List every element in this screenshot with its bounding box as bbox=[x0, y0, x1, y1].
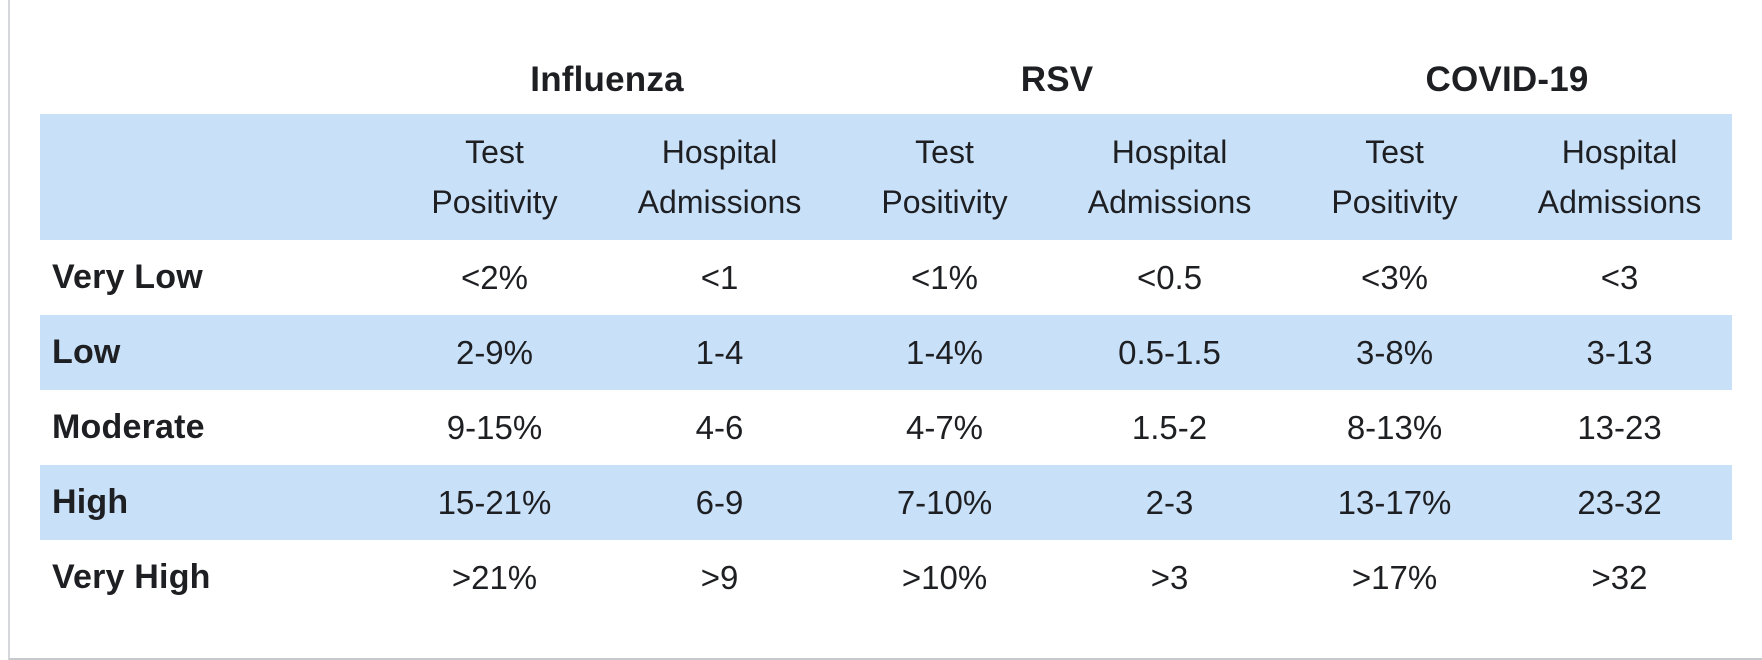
cell-value: 6-9 bbox=[695, 483, 744, 521]
group-header-covid19: COVID-19 bbox=[1282, 45, 1733, 114]
col-header-line: Hospital bbox=[661, 134, 778, 170]
cell-value: >17% bbox=[1351, 558, 1438, 596]
cell-value: 1-4 bbox=[695, 333, 744, 371]
cell-value: 9-15% bbox=[446, 408, 543, 446]
cell-value: >32 bbox=[1591, 558, 1648, 596]
group-header-influenza: Influenza bbox=[382, 45, 833, 114]
cell-value: 0.5-1.5 bbox=[1118, 333, 1221, 371]
activity-levels-table: Influenza RSV COVID-19 Test Positivity H… bbox=[40, 45, 1733, 615]
col-header-rsv-hospital-admissions: Hospital Admissions bbox=[1057, 114, 1283, 240]
table-row-high: High 15-21% 6-9 7-10% 2-3 13-17% 23-32 bbox=[40, 465, 1733, 540]
cell-value: 1-4% bbox=[905, 333, 984, 371]
col-header-line: Test bbox=[1365, 134, 1424, 170]
group-header-rsv: RSV bbox=[832, 45, 1283, 114]
cell-value: <1% bbox=[911, 258, 978, 296]
cell-value: 2-9% bbox=[455, 333, 534, 371]
cell-value: <1 bbox=[700, 258, 739, 296]
col-header-line: Hospital bbox=[1111, 134, 1228, 170]
table-row-very-high: Very High >21% >9 >10% >3 >17% >32 bbox=[40, 540, 1733, 615]
cell-value: 23-32 bbox=[1577, 483, 1662, 521]
cell-value: >21% bbox=[451, 558, 538, 596]
content-frame: Influenza RSV COVID-19 Test Positivity H… bbox=[8, 0, 1762, 660]
col-header-line: Positivity bbox=[1331, 184, 1458, 220]
disease-header-row: Influenza RSV COVID-19 bbox=[40, 45, 1733, 114]
row-label: Moderate bbox=[52, 408, 205, 446]
cell-value: <0.5 bbox=[1136, 258, 1203, 296]
col-header-line: Admissions bbox=[1087, 184, 1252, 220]
col-header-line: Positivity bbox=[881, 184, 1008, 220]
col-header-covid19-hospital-admissions: Hospital Admissions bbox=[1507, 114, 1733, 240]
cell-value: 13-23 bbox=[1577, 408, 1662, 446]
cell-value: 4-6 bbox=[695, 408, 744, 446]
col-header-line: Positivity bbox=[431, 184, 558, 220]
cell-value: 7-10% bbox=[896, 483, 993, 521]
col-header-covid19-test-positivity: Test Positivity bbox=[1282, 114, 1508, 240]
cell-value: >3 bbox=[1150, 558, 1189, 596]
row-label: Low bbox=[52, 333, 121, 371]
col-header-rsv-test-positivity: Test Positivity bbox=[832, 114, 1058, 240]
cell-value: <3% bbox=[1361, 258, 1429, 296]
cell-value: <2% bbox=[461, 258, 528, 296]
metric-header-spacer bbox=[40, 114, 382, 240]
row-label: Very High bbox=[52, 558, 211, 596]
cell-value: 4-7% bbox=[905, 408, 984, 446]
table-row-low: Low 2-9% 1-4 1-4% 0.5-1.5 3-8% 3-13 bbox=[40, 315, 1733, 390]
col-header-influenza-test-positivity: Test Positivity bbox=[382, 114, 607, 240]
col-header-line: Test bbox=[915, 134, 974, 170]
cell-value: 2-3 bbox=[1145, 483, 1194, 521]
table-row-very-low: Very Low <2% <1 <1% <0.5 <3% <3 bbox=[40, 240, 1733, 315]
row-label: High bbox=[52, 483, 129, 521]
cell-value: >9 bbox=[700, 558, 739, 596]
col-header-influenza-hospital-admissions: Hospital Admissions bbox=[607, 114, 833, 240]
cell-value: 8-13% bbox=[1346, 408, 1443, 446]
col-header-line: Hospital bbox=[1561, 134, 1678, 170]
cell-value: 15-21% bbox=[437, 483, 552, 521]
cell-value: 13-17% bbox=[1337, 483, 1452, 521]
corner-spacer bbox=[40, 45, 382, 114]
table-row-moderate: Moderate 9-15% 4-6 4-7% 1.5-2 8-13% 13-2… bbox=[40, 390, 1733, 465]
cell-value: <3 bbox=[1600, 258, 1639, 296]
col-header-line: Admissions bbox=[637, 184, 802, 220]
cell-value: 3-13 bbox=[1586, 333, 1653, 371]
col-header-line: Admissions bbox=[1537, 184, 1702, 220]
metric-header-row: Test Positivity Hospital Admissions Test… bbox=[40, 114, 1733, 240]
col-header-line: Test bbox=[465, 134, 524, 170]
cell-value: >10% bbox=[901, 558, 988, 596]
cell-value: 1.5-2 bbox=[1131, 408, 1208, 446]
cell-value: 3-8% bbox=[1356, 333, 1434, 371]
row-label: Very Low bbox=[52, 258, 203, 296]
